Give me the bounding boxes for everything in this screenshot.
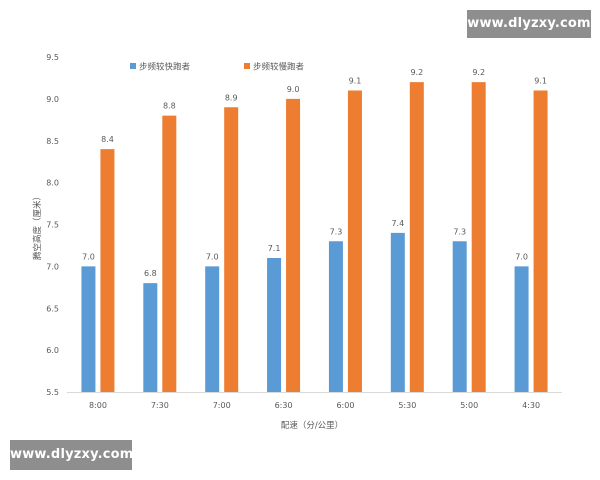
x-tick-label: 7:30 bbox=[151, 401, 169, 410]
bar-fast bbox=[143, 283, 158, 392]
data-label-fast: 7.0 bbox=[515, 252, 528, 261]
data-label-slow: 8.8 bbox=[163, 102, 176, 111]
y-axis-ticks: 5.5 6.0 6.5 7.0 7.5 8.0 8.5 9.0 9.5 bbox=[46, 53, 59, 397]
legend: 步频较快跑者 步频较慢跑者 bbox=[130, 62, 305, 73]
x-tick-label: 7:00 bbox=[213, 401, 231, 410]
data-label-fast: 7.1 bbox=[268, 244, 281, 253]
bar-fast bbox=[514, 266, 529, 392]
x-tick-label: 5:00 bbox=[460, 401, 478, 410]
y-tick-label: 9.0 bbox=[46, 95, 59, 104]
legend-swatch-slow bbox=[244, 63, 250, 69]
y-tick-label: 5.5 bbox=[46, 388, 59, 397]
data-label-fast: 7.0 bbox=[82, 252, 95, 261]
x-tick-label: 6:00 bbox=[336, 401, 354, 410]
data-labels: 7.0 8.4 6.8 8.8 7.0 8.9 7.1 9.0 7.3 9.1 7.4 9.2 7.3 9… bbox=[82, 68, 547, 278]
y-tick-label: 6.5 bbox=[46, 304, 59, 313]
bar-fast bbox=[390, 232, 405, 392]
x-tick-label: 8:00 bbox=[89, 401, 107, 410]
data-label-fast: 7.4 bbox=[391, 219, 404, 228]
data-label-slow: 9.1 bbox=[349, 77, 362, 86]
bar-fast bbox=[452, 241, 467, 392]
y-tick-label: 8.5 bbox=[46, 137, 59, 146]
y-tick-label: 8.0 bbox=[46, 179, 59, 188]
bar-fast bbox=[205, 266, 220, 392]
x-tick-label: 4:30 bbox=[522, 401, 540, 410]
data-label-slow: 9.0 bbox=[287, 85, 300, 94]
y-tick-label: 7.5 bbox=[46, 221, 59, 230]
legend-swatch-fast bbox=[130, 63, 136, 69]
data-label-fast: 7.3 bbox=[453, 227, 466, 236]
data-label-fast: 7.3 bbox=[330, 227, 343, 236]
y-tick-label: 6.0 bbox=[46, 346, 59, 355]
bar-slow bbox=[100, 149, 115, 392]
bar-slow bbox=[409, 82, 424, 392]
data-label-slow: 9.2 bbox=[472, 68, 485, 77]
legend-label-fast: 步频较快跑者 bbox=[139, 62, 191, 73]
legend-label-slow: 步频较慢跑者 bbox=[253, 62, 305, 73]
bar-fast bbox=[267, 258, 282, 392]
x-tick-label: 6:30 bbox=[275, 401, 293, 410]
bar-slow bbox=[533, 90, 548, 392]
bar-slow bbox=[162, 115, 177, 392]
bar-slow bbox=[286, 98, 301, 392]
watermark-top: www.dlyzxy.com bbox=[467, 10, 591, 38]
y-tick-label: 7.0 bbox=[46, 262, 59, 271]
bar-fast bbox=[328, 241, 343, 392]
watermark-bottom: www.dlyzxy.com bbox=[10, 440, 133, 470]
bar-slow bbox=[347, 90, 362, 392]
data-label-slow: 9.1 bbox=[534, 77, 547, 86]
bars bbox=[81, 82, 548, 392]
data-label-slow: 9.2 bbox=[410, 68, 423, 77]
x-tick-label: 5:30 bbox=[398, 401, 416, 410]
data-label-slow: 8.4 bbox=[101, 135, 114, 144]
data-label-fast: 6.8 bbox=[144, 269, 157, 278]
x-axis-title: 配速（分/公里） bbox=[281, 420, 343, 431]
data-label-slow: 8.9 bbox=[225, 93, 238, 102]
data-label-fast: 7.0 bbox=[206, 252, 219, 261]
y-tick-label: 9.5 bbox=[46, 53, 59, 62]
bar-fast bbox=[81, 266, 96, 392]
bar-slow bbox=[471, 82, 486, 392]
y-axis-title: 腾空高度（厘米） bbox=[32, 192, 43, 260]
bar-slow bbox=[224, 107, 239, 392]
x-axis-ticks: 8:00 7:30 7:00 6:30 6:00 5:30 5:00 4:30 bbox=[89, 401, 540, 410]
